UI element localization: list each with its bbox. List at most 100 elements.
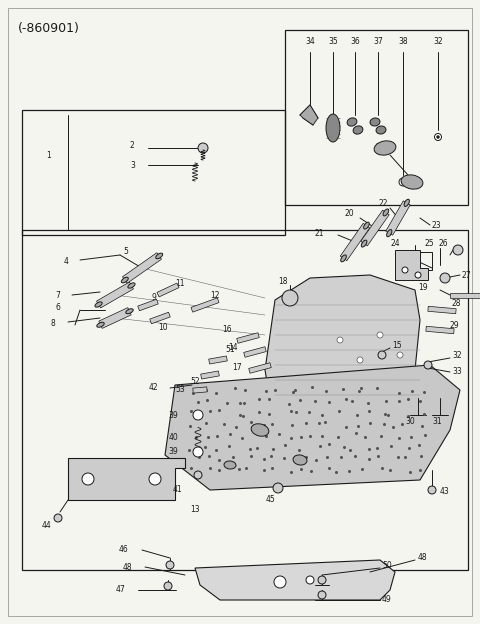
Text: 42: 42 [148,384,158,392]
Ellipse shape [341,255,347,262]
Polygon shape [237,333,259,343]
Ellipse shape [404,199,409,207]
Circle shape [437,136,439,138]
Bar [22,110,285,235]
Text: 37: 37 [373,37,383,47]
Circle shape [306,576,314,584]
Text: 19: 19 [419,283,428,293]
Text: 46: 46 [118,545,128,553]
Text: 51: 51 [225,346,235,354]
Circle shape [401,180,405,183]
Text: 48: 48 [122,562,132,572]
Text: 18: 18 [278,278,288,286]
Circle shape [194,471,202,479]
Circle shape [440,273,450,283]
Text: 38: 38 [398,37,408,47]
Ellipse shape [126,309,133,314]
Polygon shape [386,201,410,235]
Text: 29: 29 [450,321,460,329]
Circle shape [166,561,174,569]
Text: 52: 52 [191,378,200,386]
Text: 4: 4 [63,258,68,266]
Circle shape [318,576,326,584]
Polygon shape [99,308,131,328]
Ellipse shape [364,222,369,229]
Ellipse shape [361,240,367,247]
Ellipse shape [95,302,102,307]
Text: 6: 6 [55,303,60,313]
Ellipse shape [374,141,396,155]
Ellipse shape [370,118,380,126]
Bar [285,30,468,205]
Circle shape [378,351,386,359]
Ellipse shape [97,322,104,327]
Polygon shape [96,282,133,308]
Text: 21: 21 [314,228,324,238]
Ellipse shape [326,114,340,142]
Polygon shape [68,458,185,500]
Circle shape [424,361,432,369]
Ellipse shape [386,230,392,236]
Circle shape [198,143,208,153]
Text: 20: 20 [344,210,354,218]
Text: 11: 11 [175,280,184,288]
Polygon shape [165,365,460,490]
Text: 30: 30 [405,417,415,426]
Text: 45: 45 [265,495,275,504]
Text: 35: 35 [328,37,338,47]
Text: 26: 26 [438,238,448,248]
Circle shape [399,178,407,186]
Polygon shape [122,253,161,283]
Text: 1: 1 [46,150,51,160]
Text: 23: 23 [375,144,384,152]
Ellipse shape [224,461,236,469]
Text: 25: 25 [424,240,434,248]
Polygon shape [428,306,456,314]
Ellipse shape [121,277,128,283]
Circle shape [434,134,442,140]
Polygon shape [195,560,395,600]
Text: 36: 36 [350,37,360,47]
Text: 15: 15 [392,341,402,351]
Text: 23: 23 [432,220,442,230]
Text: 5: 5 [123,248,128,256]
Circle shape [415,272,421,278]
Circle shape [274,576,286,588]
Text: 10: 10 [158,323,168,333]
Circle shape [318,591,326,599]
Polygon shape [157,283,179,297]
Polygon shape [395,250,428,280]
Text: 32: 32 [452,351,462,359]
Circle shape [337,337,343,343]
Text: 24: 24 [390,238,400,248]
Circle shape [82,473,94,485]
Text: 3: 3 [130,160,135,170]
Text: 14: 14 [228,343,238,351]
Text: 9: 9 [152,293,157,303]
Polygon shape [193,387,207,393]
Text: 8: 8 [50,318,55,328]
Polygon shape [361,210,389,246]
Circle shape [164,582,172,590]
Text: 22: 22 [379,200,388,208]
Polygon shape [340,223,370,261]
Text: 13: 13 [190,505,200,515]
Polygon shape [450,293,480,298]
Ellipse shape [347,118,357,126]
Circle shape [397,352,403,358]
Circle shape [149,473,161,485]
Circle shape [357,357,363,363]
Circle shape [453,245,463,255]
Text: 44: 44 [42,522,52,530]
Circle shape [54,514,62,522]
Circle shape [193,410,203,420]
Text: 40: 40 [168,432,178,442]
Polygon shape [244,347,266,358]
Polygon shape [265,275,420,405]
Ellipse shape [251,424,269,436]
Polygon shape [249,363,271,373]
Text: 43: 43 [440,487,450,497]
Text: 33: 33 [452,368,462,376]
Polygon shape [150,312,170,324]
Circle shape [273,483,283,493]
